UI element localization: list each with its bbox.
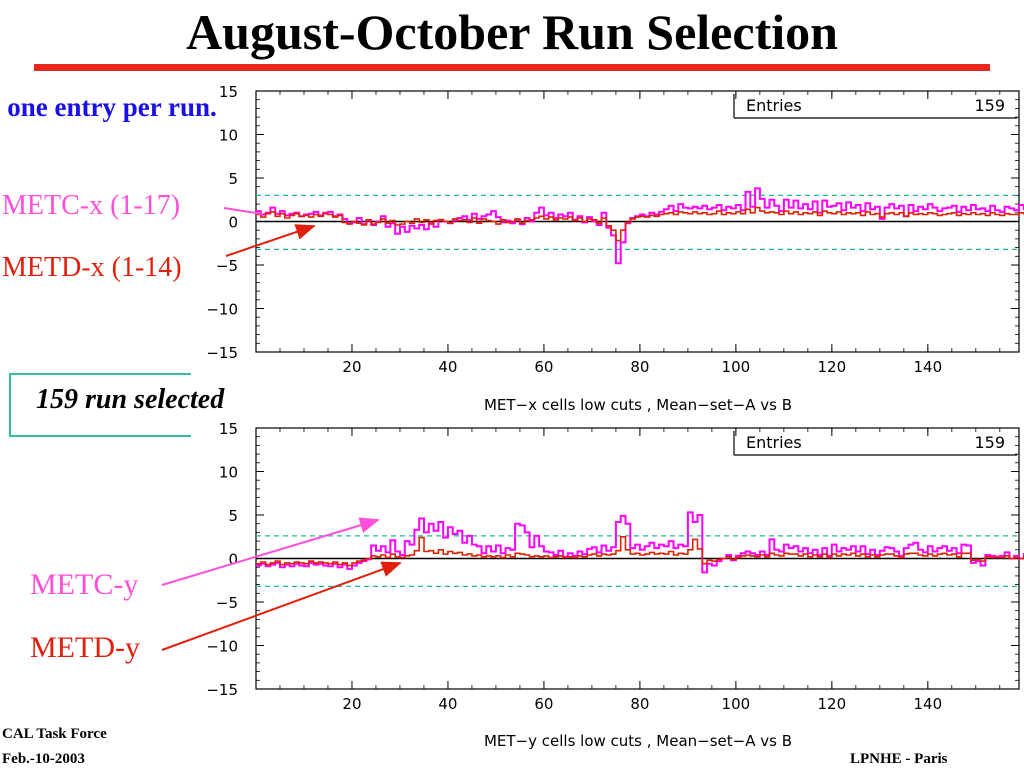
x-tick-label: 60 <box>534 695 553 713</box>
metd-x-arrow <box>225 224 316 257</box>
x-tick-label: 140 <box>914 695 943 713</box>
y-tick-label: 0 <box>228 551 238 569</box>
x-tick-label: 120 <box>818 358 847 376</box>
series-metd-y <box>256 536 1024 567</box>
run-selected-box <box>9 373 191 437</box>
stats-entries-value: 159 <box>974 96 1005 115</box>
stats-entries-label: Entries <box>746 433 802 452</box>
series-metc-y <box>256 511 1024 574</box>
y-tick-label: 10 <box>219 464 238 482</box>
y-tick-label: −15 <box>206 344 238 362</box>
metc-y-arrow <box>161 517 380 586</box>
x-tick-label: 20 <box>342 358 361 376</box>
chart-title: MET−y cells low cuts , Mean−set−A vs B <box>484 732 792 750</box>
y-tick-label: 15 <box>219 420 238 438</box>
x-tick-label: 140 <box>914 358 943 376</box>
metc-y-label: METC-y <box>30 568 139 601</box>
stats-entries-value: 159 <box>974 433 1005 452</box>
footer-group: CAL Task Force <box>2 726 107 742</box>
y-tick-label: 10 <box>219 127 238 145</box>
one-entry-note: one entry per run. <box>7 92 217 122</box>
y-tick-label: 5 <box>228 507 238 525</box>
x-tick-label: 40 <box>438 358 457 376</box>
footer-date: Feb.-10-2003 <box>2 751 85 767</box>
footer-lab: LPNHE - Paris <box>850 751 948 767</box>
chart-title: MET−x cells low cuts , Mean−set−A vs B <box>484 396 792 414</box>
y-tick-label: −10 <box>206 301 238 319</box>
y-tick-label: 0 <box>228 214 238 232</box>
y-tick-label: 5 <box>228 170 238 188</box>
series-metd-x-1-14 <box>256 206 1024 242</box>
slide-title: August-October Run Selection <box>186 4 838 60</box>
metd-y-arrow <box>161 561 402 651</box>
x-tick-label: 20 <box>342 695 361 713</box>
title-underline <box>34 64 990 71</box>
metc-x-arrow <box>223 207 263 215</box>
run-selected-label: 159 run selected <box>36 384 225 415</box>
y-tick-label: −10 <box>206 638 238 656</box>
y-tick-label: −5 <box>216 257 238 275</box>
y-tick-label: −15 <box>206 681 238 699</box>
y-tick-label: 15 <box>219 83 238 101</box>
x-tick-label: 100 <box>722 358 751 376</box>
stats-entries-label: Entries <box>746 96 802 115</box>
x-tick-label: 120 <box>818 695 847 713</box>
x-tick-label: 60 <box>534 358 553 376</box>
x-tick-label: 80 <box>630 358 649 376</box>
metd-x-label: METD-x (1-14) <box>2 252 182 283</box>
x-tick-label: 80 <box>630 695 649 713</box>
x-tick-label: 100 <box>722 695 751 713</box>
y-tick-label: −5 <box>216 594 238 612</box>
x-tick-label: 40 <box>438 695 457 713</box>
metc-x-label: METC-x (1-17) <box>2 190 181 221</box>
metd-y-label: METD-y <box>30 631 140 664</box>
